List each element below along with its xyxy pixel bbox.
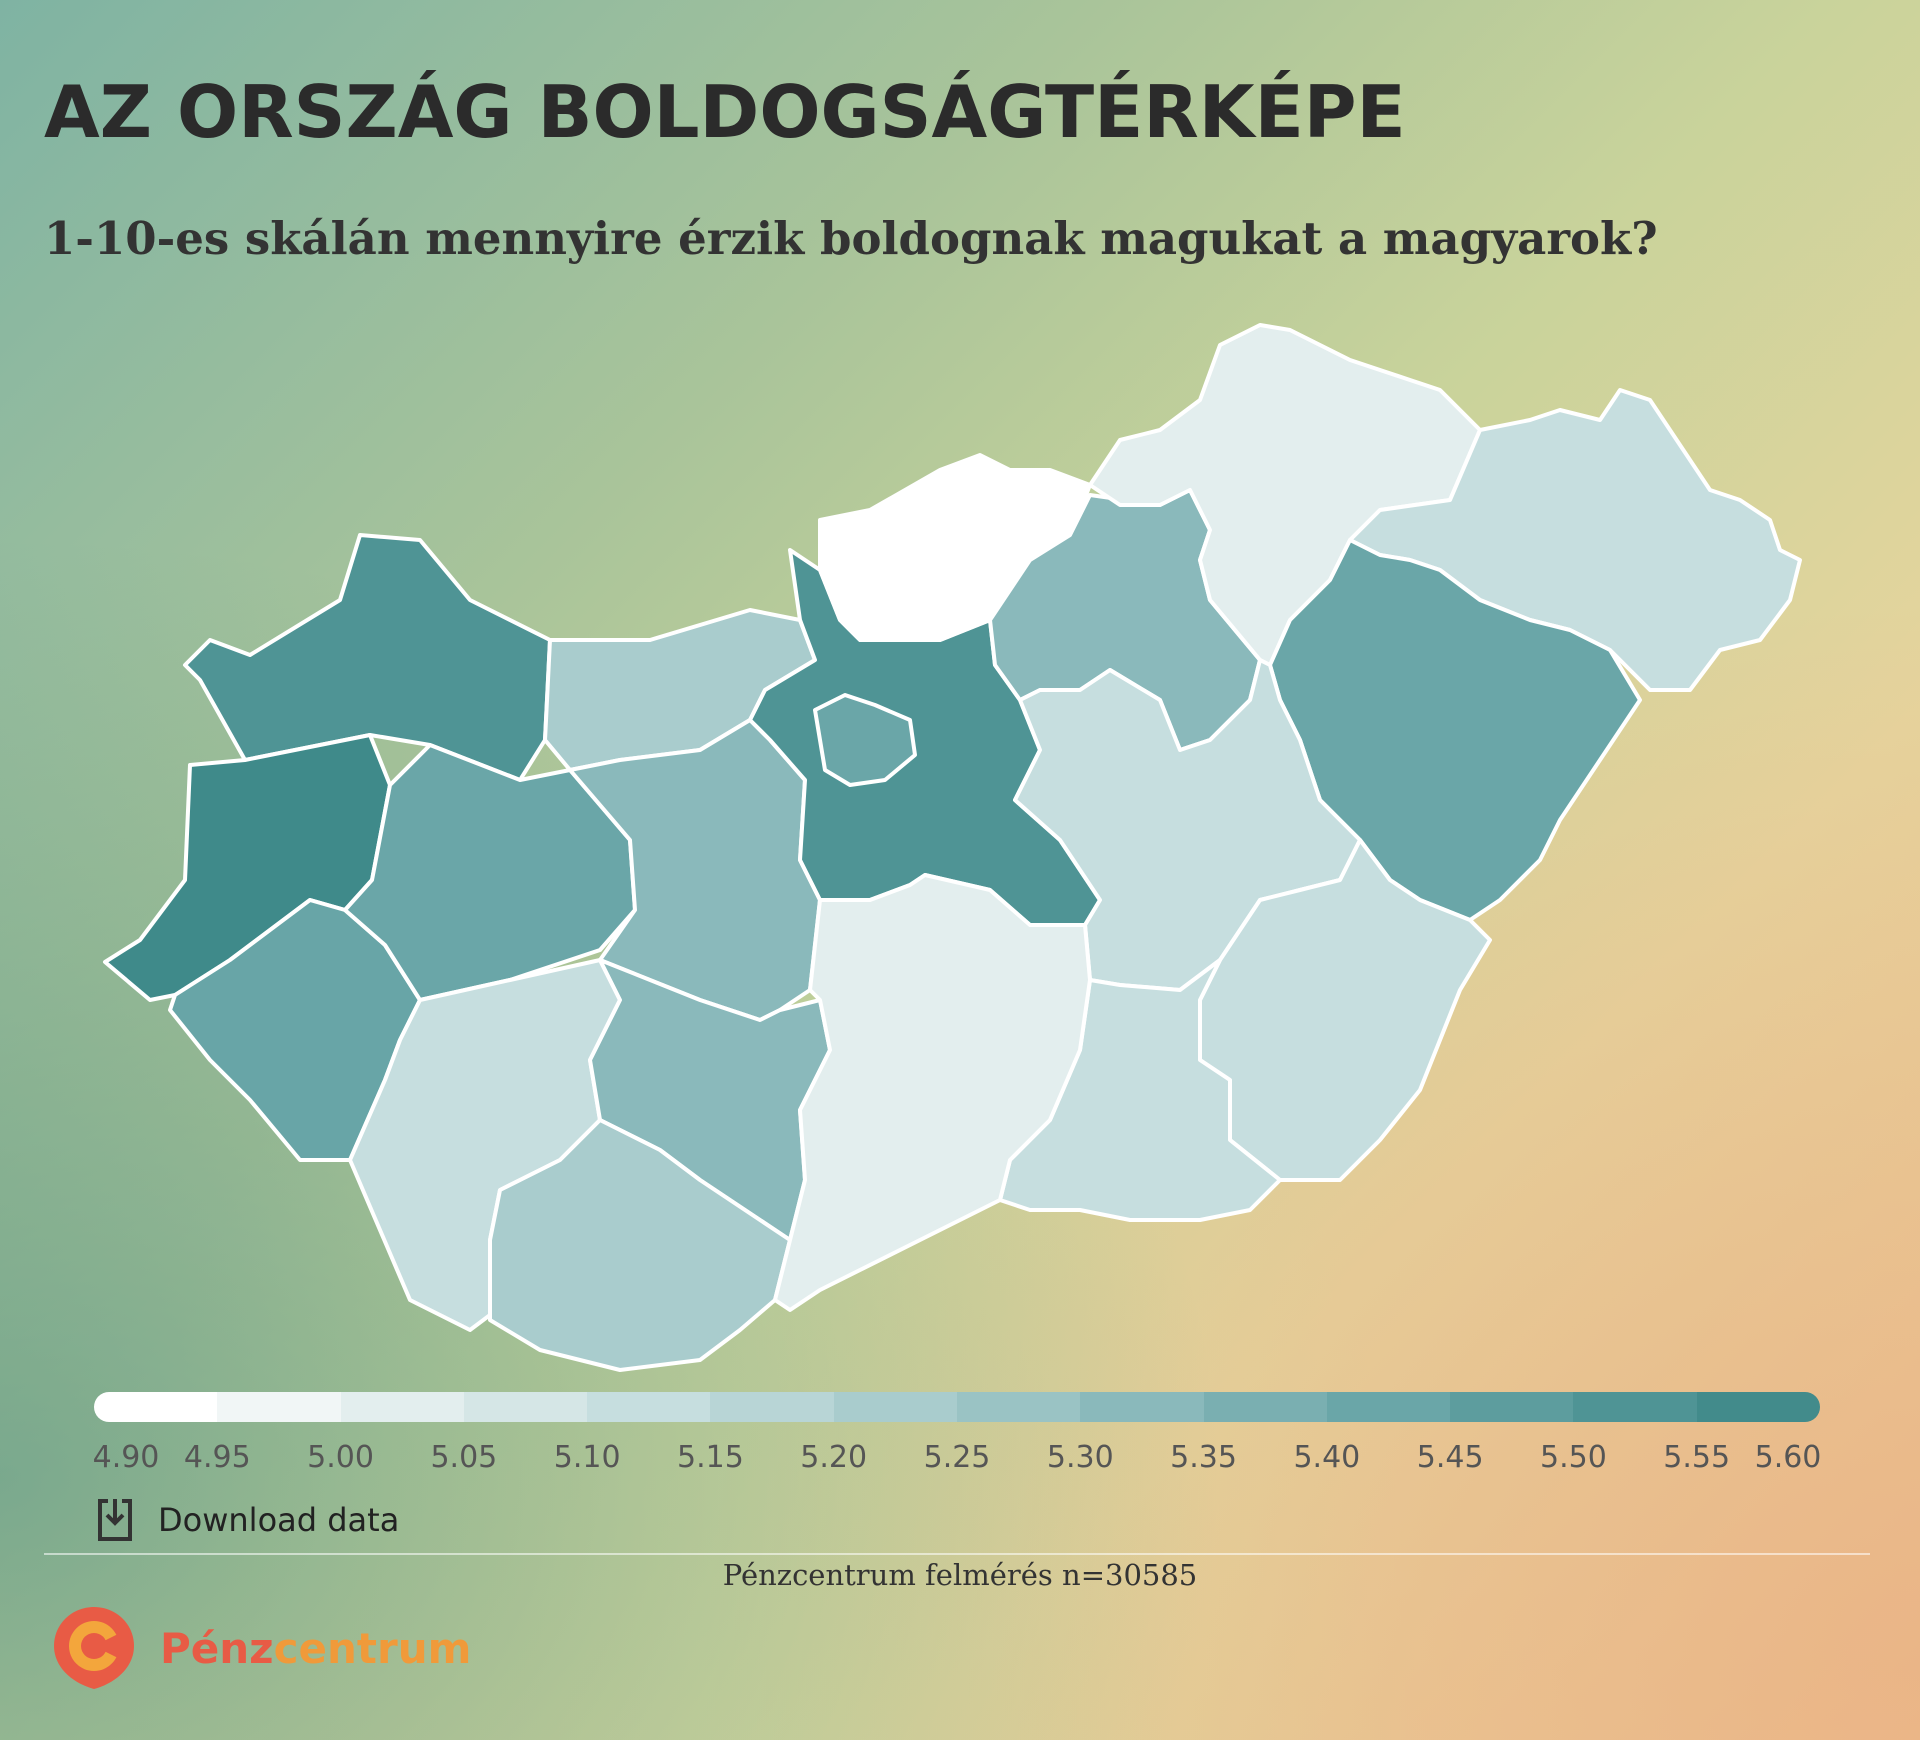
logo-text-part1: Pénz (160, 1623, 274, 1673)
legend-color-step (1450, 1392, 1574, 1422)
legend-labels: 4.90 4.95 5.00 5.05 5.10 5.15 5.20 5.25 … (0, 1440, 1920, 1480)
page-title: AZ ORSZÁG BOLDOGSÁGTÉRKÉPE (44, 70, 1406, 154)
download-data-button[interactable]: Download data (92, 1496, 399, 1544)
legend-color-step (1080, 1392, 1204, 1422)
legend-color-step (463, 1392, 588, 1422)
page-subtitle: 1-10-es skálán mennyire érzik boldognak … (44, 212, 1658, 265)
penzcentrum-logo[interactable]: Pénzcentrum (50, 1602, 471, 1694)
footer-divider (44, 1553, 1870, 1555)
legend-label: 4.90 (92, 1440, 160, 1475)
legend-label: 5.50 (1540, 1440, 1607, 1475)
legend-color-step (1326, 1392, 1451, 1422)
legend-color-step (217, 1392, 341, 1422)
legend-label: 5.40 (1293, 1440, 1361, 1475)
legend-color-step (587, 1392, 711, 1422)
legend-label: 5.60 (1754, 1440, 1822, 1475)
logo-text-part2: centrum (273, 1623, 472, 1673)
legend-label: 5.05 (430, 1440, 498, 1475)
download-data-label: Download data (158, 1501, 400, 1539)
download-icon (98, 1499, 132, 1541)
legend-label: 5.20 (800, 1440, 868, 1475)
legend-label: 5.55 (1663, 1440, 1731, 1475)
hungary-choropleth-map (103, 323, 1802, 1372)
legend-color-step (1696, 1392, 1820, 1422)
legend-color-step (1203, 1392, 1327, 1422)
legend-color-step (340, 1392, 464, 1422)
penzcentrum-logo-icon (54, 1607, 134, 1689)
legend-color-step (956, 1392, 1081, 1422)
legend-label: 5.25 (923, 1440, 991, 1475)
legend-color-step (1573, 1392, 1697, 1422)
legend-label: 5.35 (1170, 1440, 1237, 1475)
legend-label: 5.00 (307, 1440, 374, 1475)
region-budapest[interactable] (813, 693, 917, 787)
region-bacs-kiskun[interactable] (773, 873, 1092, 1312)
legend-label: 5.45 (1416, 1440, 1484, 1475)
legend-label: 5.10 (553, 1440, 621, 1475)
legend-color-scale (94, 1392, 1820, 1422)
legend-color-step (710, 1392, 834, 1422)
legend-color-step (94, 1392, 218, 1422)
legend-label: 5.30 (1046, 1440, 1114, 1475)
legend-label: 5.15 (677, 1440, 744, 1475)
legend-label: 4.95 (183, 1440, 251, 1475)
legend-color-step (833, 1392, 957, 1422)
source-note: Pénzcentrum felmérés n=30585 (722, 1558, 1198, 1592)
